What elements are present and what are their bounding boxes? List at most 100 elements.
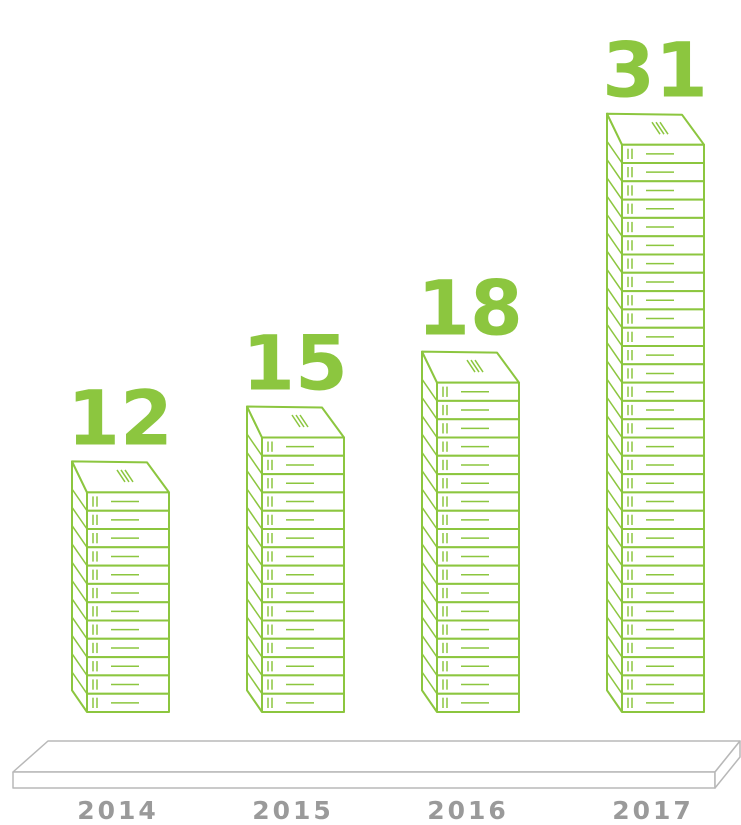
layer-side [606, 140, 623, 164]
layer-side [606, 488, 623, 512]
layer-side [246, 488, 263, 512]
layer-side [606, 250, 623, 274]
layer-side [606, 195, 623, 219]
layer-side [421, 488, 438, 512]
layer-side [246, 689, 263, 713]
layer-side [246, 506, 263, 530]
value-label: 31 [602, 26, 708, 115]
stack-lid [71, 460, 170, 494]
layer-side [606, 287, 623, 310]
layer-side [606, 506, 623, 530]
lid-mark [470, 359, 480, 373]
layer-side [606, 616, 623, 640]
layer-side [246, 580, 263, 603]
layer-side [421, 525, 438, 548]
layer-side [421, 634, 438, 658]
stack [246, 405, 345, 714]
lid-mark [651, 121, 661, 135]
layer-side [71, 689, 88, 713]
value-label: 12 [67, 373, 173, 462]
layer-side [606, 634, 623, 658]
layer-side [606, 451, 623, 475]
stack-lid [421, 350, 520, 384]
layer-side [421, 653, 438, 676]
platform-front [12, 771, 716, 789]
layer-side [421, 378, 438, 402]
lid-mark [655, 121, 665, 135]
layer-side [606, 671, 623, 695]
layer-side [606, 598, 623, 621]
layer-side [246, 616, 263, 640]
layer-side [246, 433, 263, 457]
layer-side [421, 415, 438, 438]
layer-side [606, 525, 623, 548]
lid-mark [659, 121, 669, 135]
layer-side [71, 580, 88, 603]
x-tick-label: 2015 [252, 796, 334, 825]
layer-side [421, 433, 438, 457]
layer-side [606, 561, 623, 585]
layer-side [71, 598, 88, 621]
stack [71, 460, 170, 714]
layer-side [246, 543, 263, 567]
layer-side [71, 671, 88, 695]
lid-mark [474, 359, 484, 373]
layer-side [606, 543, 623, 567]
lid-mark [299, 414, 309, 428]
stack [606, 112, 705, 714]
layer-side [246, 671, 263, 695]
layer-side [71, 543, 88, 567]
x-tick-label: 2017 [612, 796, 694, 825]
stack-lid [246, 405, 345, 439]
stack-lid [606, 112, 705, 146]
layer-side [606, 433, 623, 457]
layer-side [421, 671, 438, 695]
x-tick-label: 2016 [427, 796, 509, 825]
stack-side [606, 112, 623, 713]
layer-side [246, 561, 263, 585]
layer-side [71, 616, 88, 640]
lid-mark [466, 359, 476, 373]
platform [12, 740, 741, 789]
layer-side [606, 323, 623, 347]
lid-mark [120, 469, 130, 483]
layer-side [71, 488, 88, 512]
layer-side [606, 342, 623, 365]
layer-side [421, 506, 438, 530]
layer-side [606, 470, 623, 493]
layer-side [246, 653, 263, 676]
lid-mark [291, 414, 301, 428]
layer-side [606, 689, 623, 713]
lid-mark [116, 469, 126, 483]
layer-side [71, 506, 88, 530]
layer-side [246, 634, 263, 658]
layer-side [246, 525, 263, 548]
layer-side [246, 598, 263, 621]
platform-top [12, 740, 741, 773]
layer-side [606, 360, 623, 384]
layer-side [606, 397, 623, 420]
layer-side [71, 525, 88, 548]
layer-side [421, 543, 438, 567]
layer-side [421, 616, 438, 640]
layer-side [71, 561, 88, 585]
lid-mark [124, 469, 134, 483]
layer-side [421, 451, 438, 475]
layer-side [606, 232, 623, 255]
layer-side [421, 580, 438, 603]
layer-side [606, 378, 623, 402]
layer-side [246, 470, 263, 493]
layer-side [421, 470, 438, 493]
layer-side [606, 214, 623, 237]
layer-side [606, 653, 623, 676]
layer-side [421, 598, 438, 621]
x-tick-label: 2014 [77, 796, 159, 825]
platform-side [714, 740, 741, 789]
layer-side [606, 415, 623, 438]
stack [421, 350, 520, 714]
lid-mark [295, 414, 305, 428]
value-label: 18 [417, 264, 523, 353]
layer-side [606, 580, 623, 603]
layer-side [606, 305, 623, 329]
